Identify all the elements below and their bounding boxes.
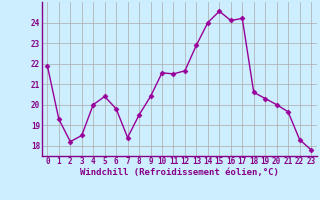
- X-axis label: Windchill (Refroidissement éolien,°C): Windchill (Refroidissement éolien,°C): [80, 168, 279, 177]
